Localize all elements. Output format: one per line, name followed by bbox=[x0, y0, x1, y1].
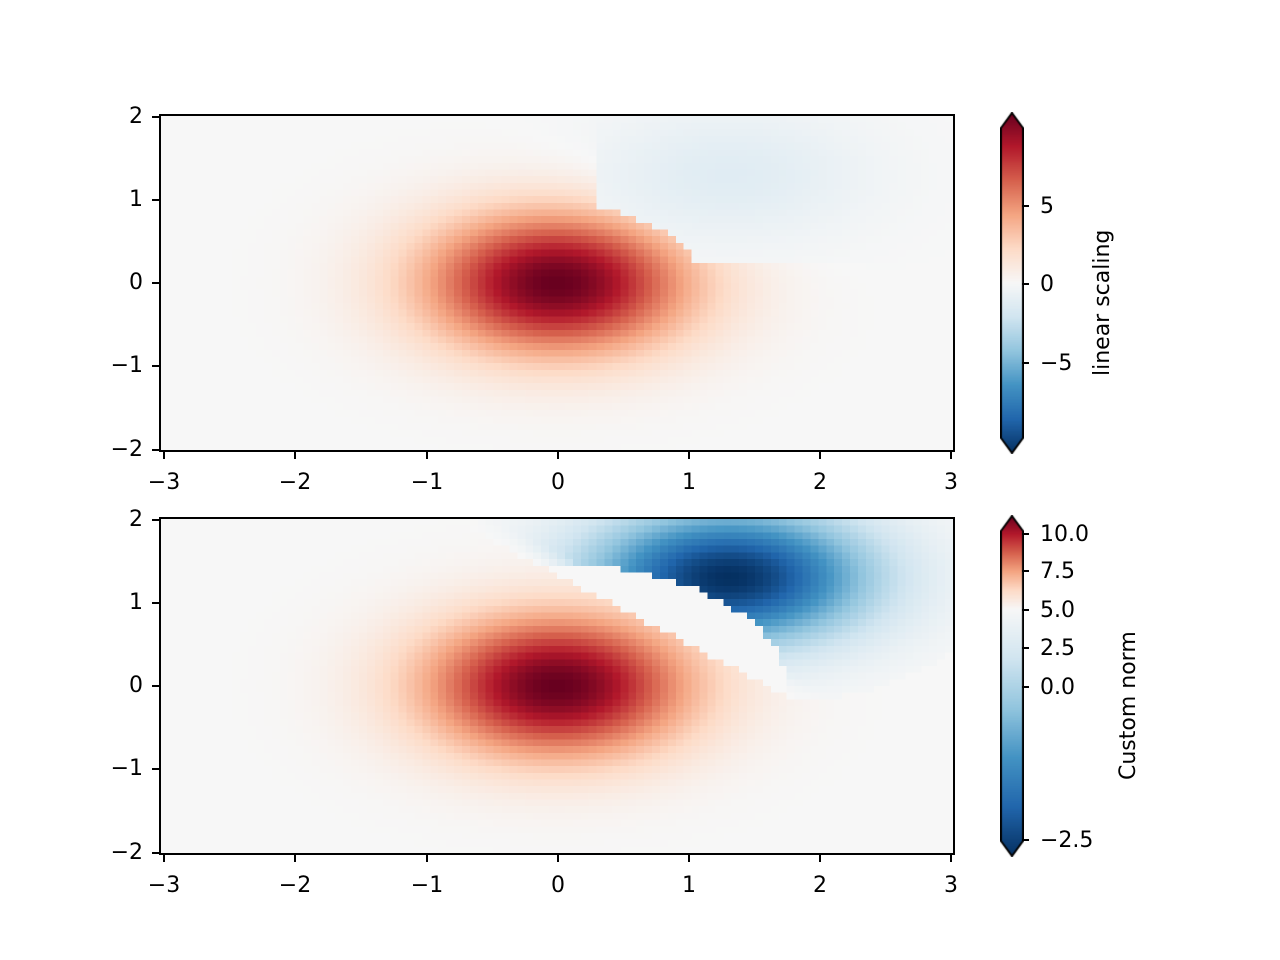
y-tick-label: 0 bbox=[129, 673, 143, 698]
y-tick-label: −2 bbox=[110, 437, 143, 462]
y-tick-label: −1 bbox=[110, 353, 143, 378]
colorbar-tick bbox=[1022, 686, 1029, 688]
y-tick-label: 1 bbox=[129, 590, 143, 615]
x-tick-label: 3 bbox=[944, 470, 958, 495]
colorbar-label: linear scaling bbox=[1090, 229, 1115, 376]
x-tick bbox=[426, 855, 428, 862]
bottom-colorbar bbox=[1000, 515, 1024, 857]
colorbar-tick-label: 7.5 bbox=[1040, 559, 1075, 584]
x-tick-label: −1 bbox=[410, 470, 444, 495]
x-tick bbox=[294, 855, 296, 862]
y-tick bbox=[152, 519, 159, 521]
y-tick bbox=[152, 852, 159, 854]
colorbar-tick bbox=[1022, 283, 1029, 285]
x-tick-label: 0 bbox=[551, 873, 565, 898]
y-tick bbox=[152, 199, 159, 201]
colorbar-tick-label: 0 bbox=[1040, 272, 1054, 297]
bottom-colorbar-gradient bbox=[1000, 515, 1024, 857]
x-tick-label: −2 bbox=[278, 470, 312, 495]
y-tick bbox=[152, 449, 159, 451]
x-tick bbox=[163, 855, 165, 862]
x-tick bbox=[557, 855, 559, 862]
x-tick bbox=[557, 452, 559, 459]
x-tick bbox=[163, 452, 165, 459]
colorbar-tick bbox=[1022, 533, 1029, 535]
colorbar-tick-label: 5.0 bbox=[1040, 598, 1075, 623]
y-tick bbox=[152, 685, 159, 687]
x-tick-label: −1 bbox=[410, 873, 444, 898]
x-tick-label: 2 bbox=[813, 873, 827, 898]
x-tick bbox=[426, 452, 428, 459]
x-tick-label: 1 bbox=[682, 873, 696, 898]
colorbar-tick-label: 5 bbox=[1040, 194, 1054, 219]
bottom-heatmap-image bbox=[161, 519, 953, 853]
colorbar-tick bbox=[1022, 570, 1029, 572]
x-tick bbox=[819, 855, 821, 862]
colorbar-tick bbox=[1022, 609, 1029, 611]
colorbar-tick bbox=[1022, 362, 1029, 364]
colorbar-tick-label: 10.0 bbox=[1040, 522, 1089, 547]
colorbar-label: Custom norm bbox=[1116, 631, 1141, 780]
y-tick-label: 2 bbox=[129, 507, 143, 532]
x-tick-label: 1 bbox=[682, 470, 696, 495]
top-colorbar-gradient bbox=[1000, 112, 1024, 454]
top-heatmap-image bbox=[161, 116, 953, 450]
x-tick bbox=[950, 855, 952, 862]
colorbar-tick-label: 0.0 bbox=[1040, 675, 1075, 700]
y-tick-label: −2 bbox=[110, 840, 143, 865]
x-tick-label: −3 bbox=[147, 873, 181, 898]
x-tick-label: 3 bbox=[944, 873, 958, 898]
top-colorbar bbox=[1000, 112, 1024, 454]
y-tick-label: 1 bbox=[129, 187, 143, 212]
y-tick bbox=[152, 365, 159, 367]
colorbar-tick bbox=[1022, 205, 1029, 207]
x-tick-label: −3 bbox=[147, 470, 181, 495]
y-tick-label: 2 bbox=[129, 104, 143, 129]
x-tick bbox=[688, 855, 690, 862]
colorbar-tick bbox=[1022, 839, 1029, 841]
x-tick-label: 2 bbox=[813, 470, 827, 495]
x-tick bbox=[819, 452, 821, 459]
colorbar-tick-label: −2.5 bbox=[1040, 828, 1094, 853]
y-tick bbox=[152, 768, 159, 770]
x-tick-label: 0 bbox=[551, 470, 565, 495]
top-heatmap-axes bbox=[159, 114, 955, 452]
y-tick bbox=[152, 282, 159, 284]
bottom-heatmap-axes bbox=[159, 517, 955, 855]
x-tick bbox=[688, 452, 690, 459]
y-tick bbox=[152, 116, 159, 118]
y-tick bbox=[152, 602, 159, 604]
y-tick-label: 0 bbox=[129, 270, 143, 295]
y-tick-label: −1 bbox=[110, 756, 143, 781]
colorbar-tick bbox=[1022, 647, 1029, 649]
colorbar-tick-label: 2.5 bbox=[1040, 636, 1075, 661]
colorbar-tick-label: −5 bbox=[1040, 351, 1073, 376]
x-tick bbox=[950, 452, 952, 459]
x-tick-label: −2 bbox=[278, 873, 312, 898]
x-tick bbox=[294, 452, 296, 459]
